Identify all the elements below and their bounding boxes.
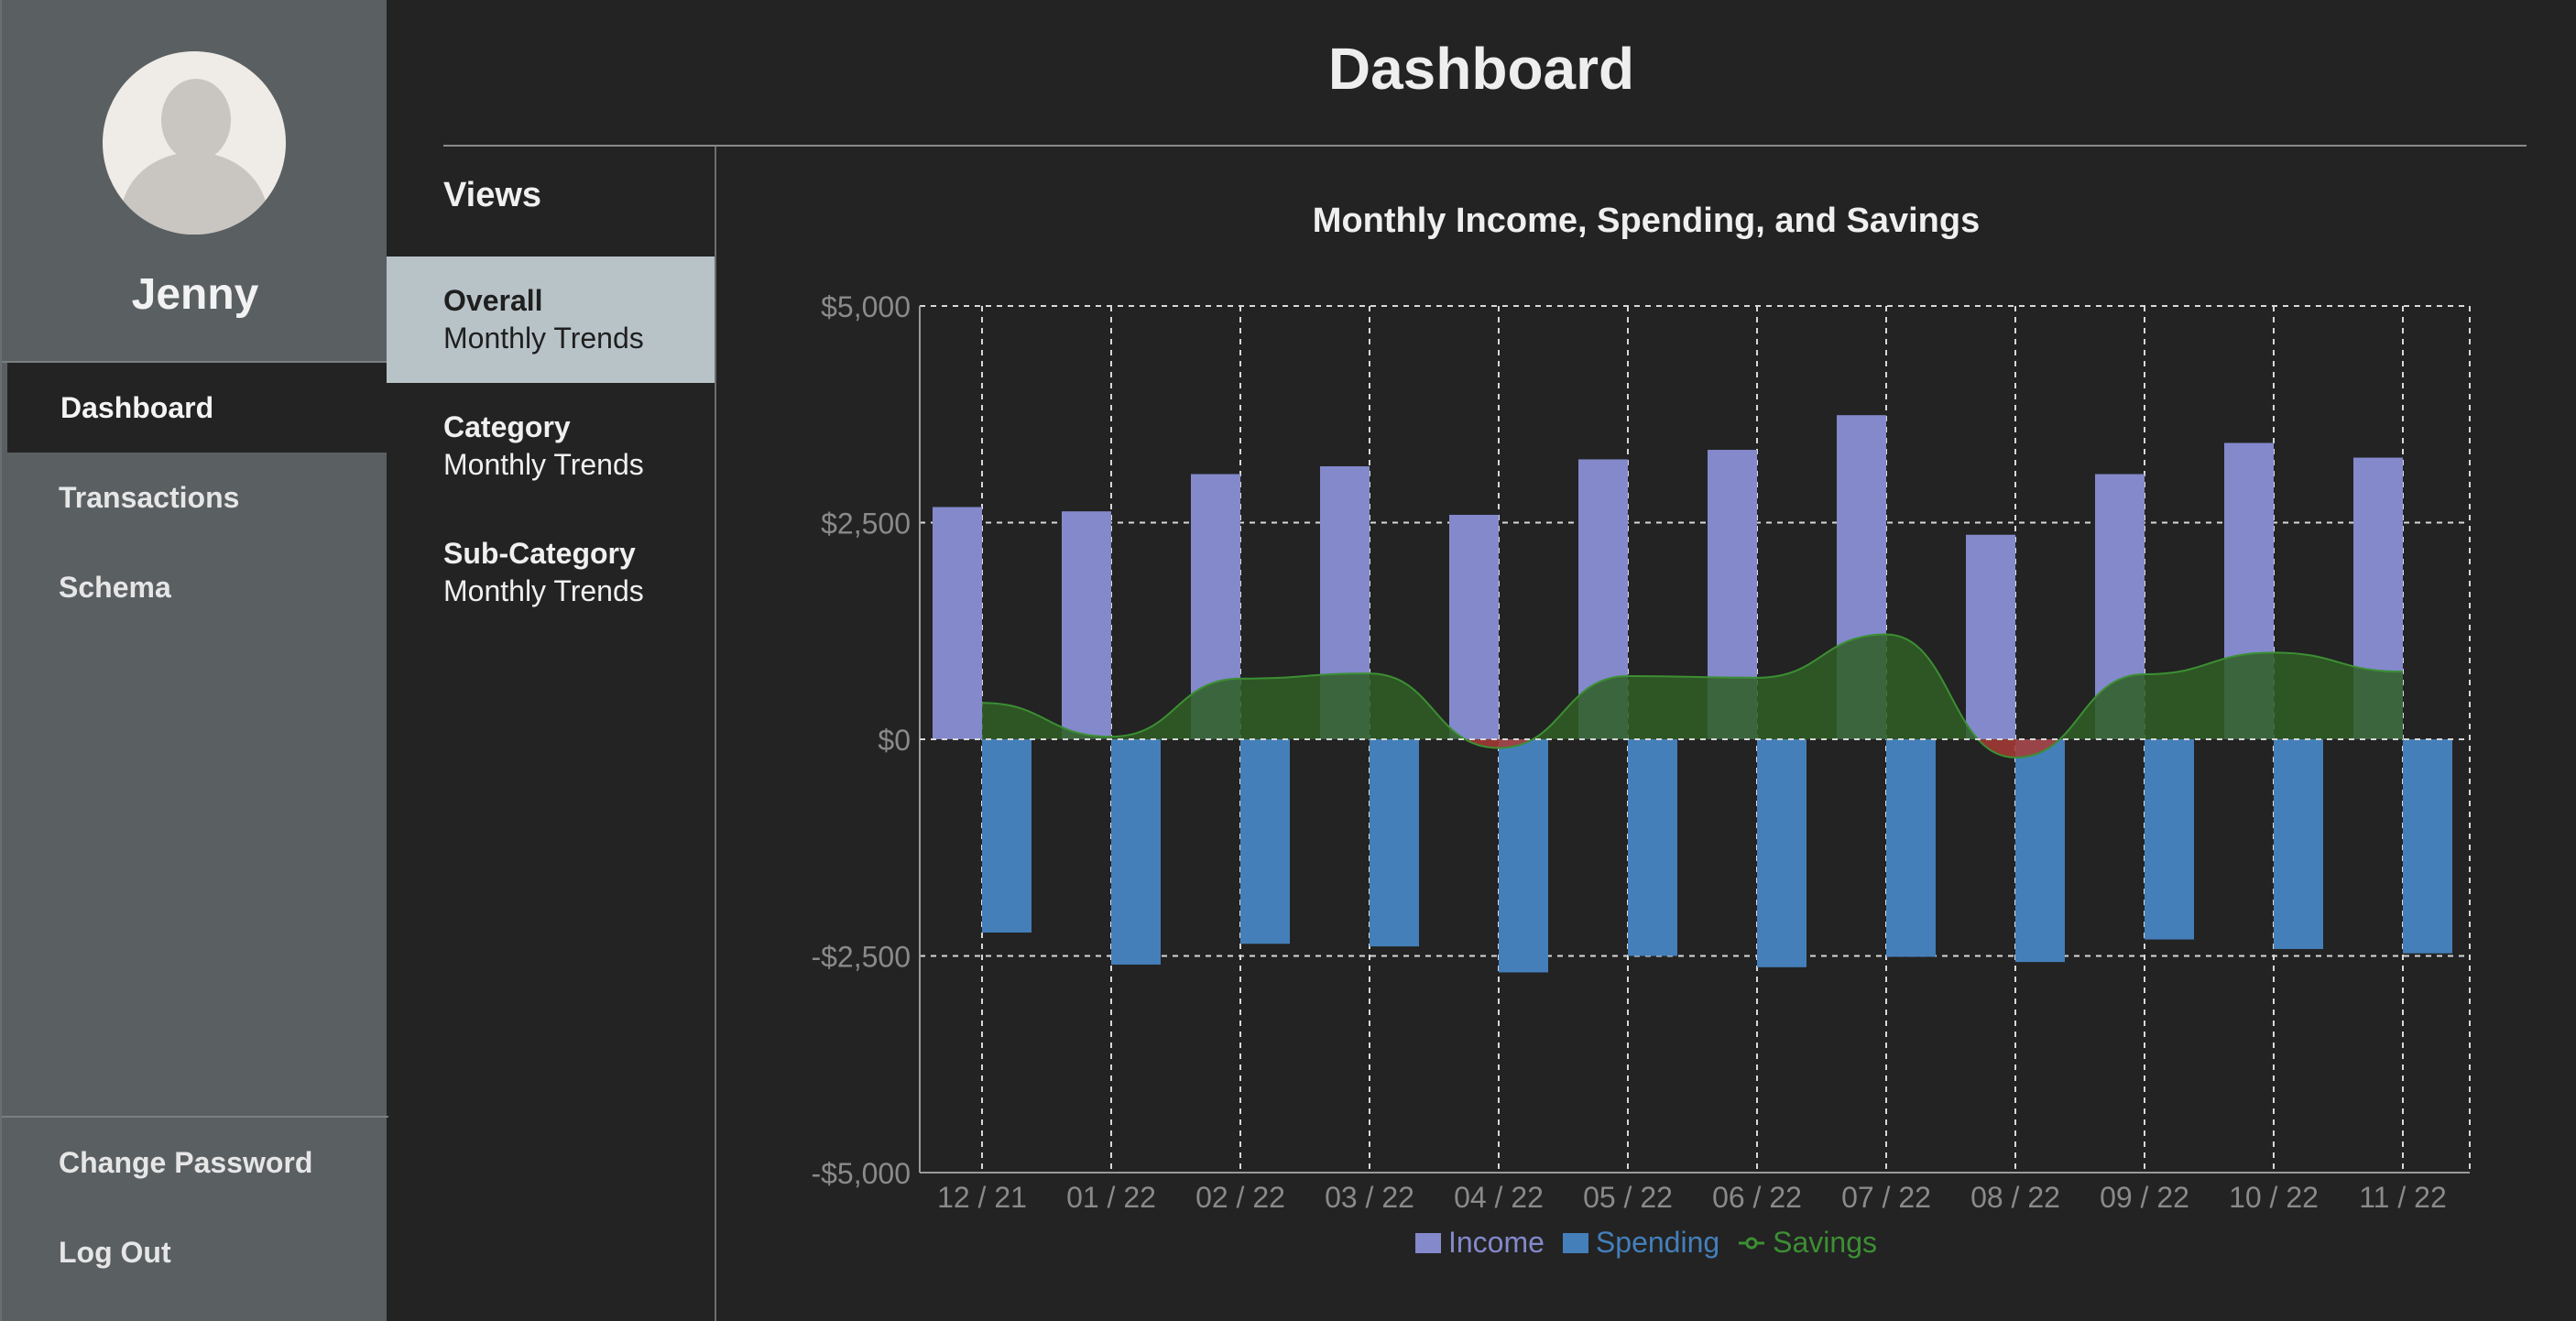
views-divider: [715, 147, 716, 1321]
views-title: Views: [443, 176, 542, 214]
bar-spending: [1370, 739, 1419, 947]
bar-spending: [982, 739, 1031, 933]
bar-spending: [1628, 739, 1677, 956]
x-tick-label: 10 / 22: [2229, 1181, 2319, 1214]
log-out-label: Log Out: [59, 1235, 171, 1269]
chart: $5,000 $2,500 $0 -$2,500 -$5,000 12 / 21 01 / …: [811, 290, 2471, 1214]
legend-swatch-income: [1414, 1232, 1441, 1253]
view-title: Overall: [443, 284, 543, 317]
bar-spending: [1757, 739, 1806, 967]
legend-label: Income: [1447, 1226, 1545, 1259]
x-tick-label: 04 / 22: [1454, 1181, 1544, 1214]
log-out-button[interactable]: Log Out: [2, 1207, 388, 1297]
sidebar: Jenny Dashboard Transactions Schema Chan…: [0, 0, 388, 1321]
view-title: Category: [443, 410, 571, 443]
bar-income: [933, 507, 982, 739]
chart-title: Monthly Income, Spending, and Savings: [1312, 202, 1981, 240]
sidebar-item-schema[interactable]: Schema: [2, 542, 388, 632]
sidebar-item-label: Transactions: [59, 480, 240, 514]
x-tick-label: 03 / 22: [1325, 1181, 1414, 1214]
view-category[interactable]: Category Monthly Trends: [387, 383, 715, 509]
y-tick-label: -$5,000: [811, 1157, 911, 1190]
legend-swatch-savings: [1739, 1237, 1765, 1249]
sidebar-item-label: Schema: [59, 570, 171, 604]
view-sub-category[interactable]: Sub-Category Monthly Trends: [387, 509, 715, 636]
legend-label: Savings: [1773, 1226, 1877, 1259]
user-name: Jenny: [131, 270, 259, 319]
view-overall[interactable]: Overall Monthly Trends: [387, 257, 715, 383]
page-title: Dashboard: [1327, 36, 1635, 102]
bar-spending: [1111, 739, 1161, 965]
x-tick-label: 01 / 22: [1066, 1181, 1156, 1214]
change-password-button[interactable]: Change Password: [2, 1118, 388, 1207]
sidebar-divider: [2, 1116, 388, 1118]
chart-legend: Income Spending Savings: [716, 1226, 2576, 1260]
view-subtitle: Monthly Trends: [443, 448, 644, 481]
y-tick-label: -$2,500: [811, 941, 911, 974]
legend-item-spending[interactable]: Spending: [1562, 1226, 1720, 1260]
bar-spending: [1499, 739, 1548, 973]
avatar: [103, 51, 286, 235]
y-tick-label: $2,500: [821, 508, 911, 540]
legend-item-income[interactable]: Income: [1414, 1226, 1545, 1260]
x-tick-label: 08 / 22: [1970, 1181, 2060, 1214]
avatar-head-shape: [161, 79, 231, 161]
y-tick-label: $0: [878, 724, 911, 757]
x-tick-label: 12 / 21: [937, 1181, 1027, 1214]
sidebar-divider: [2, 361, 388, 363]
bar-spending: [1240, 739, 1290, 944]
x-tick-label: 05 / 22: [1583, 1181, 1673, 1214]
view-subtitle: Monthly Trends: [443, 574, 644, 607]
x-tick-label: 11 / 22: [2359, 1181, 2446, 1214]
savings-area-positive: [982, 634, 2403, 739]
x-tick-label: 07 / 22: [1841, 1181, 1931, 1214]
sidebar-item-dashboard[interactable]: Dashboard: [2, 363, 388, 453]
y-tick-label: $5,000: [821, 290, 911, 323]
bar-spending: [2015, 739, 2065, 963]
x-tick-label: 06 / 22: [1712, 1181, 1802, 1214]
view-subtitle: Monthly Trends: [443, 322, 644, 355]
bar-spending: [2403, 739, 2452, 954]
sidebar-item-label: Dashboard: [60, 390, 214, 424]
legend-label: Spending: [1595, 1226, 1720, 1259]
bar-spending: [1886, 739, 1936, 957]
savings-line: [981, 633, 2404, 759]
legend-swatch-spending: [1562, 1232, 1588, 1253]
x-tick-label: 09 / 22: [2100, 1181, 2189, 1214]
savings-area-negative: [982, 739, 2403, 758]
bar-spending: [2274, 739, 2323, 949]
views-panel: Views Overall Monthly Trends Category Mo…: [387, 147, 715, 1321]
bar-spending: [2145, 739, 2194, 940]
sidebar-item-transactions[interactable]: Transactions: [2, 453, 388, 542]
bar-income: [1449, 514, 1499, 739]
x-tick-label: 02 / 22: [1195, 1181, 1285, 1214]
legend-item-savings[interactable]: Savings: [1738, 1226, 1877, 1260]
bar-income: [1966, 534, 2015, 739]
avatar-body-shape: [121, 152, 267, 235]
header-divider: [443, 145, 2527, 147]
bar-income: [1062, 511, 1111, 739]
change-password-label: Change Password: [59, 1145, 313, 1179]
view-title: Sub-Category: [443, 537, 636, 570]
